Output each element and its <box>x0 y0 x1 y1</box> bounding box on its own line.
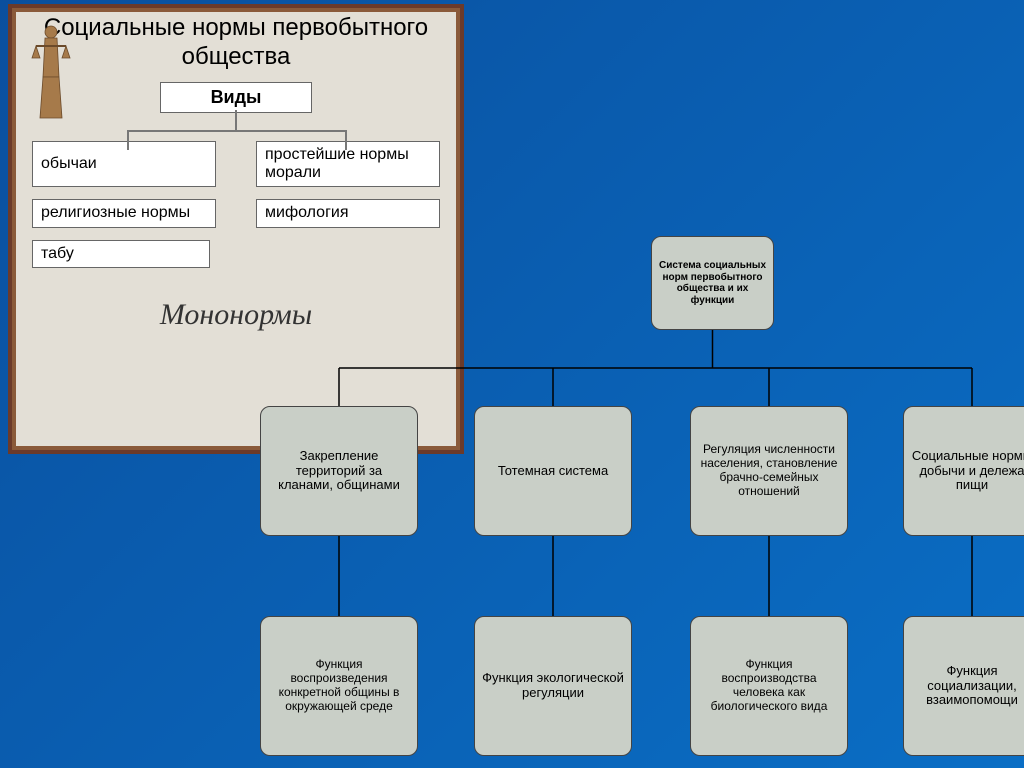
type-box-religion: религиозные нормы <box>32 199 216 227</box>
hierarchy-node-l3-1: Функция экологической регуляции <box>474 616 632 756</box>
type-box-moral: простейшие нормы морали <box>256 141 440 188</box>
slide-root: Социальные нормы первобытного общества В… <box>0 0 1024 768</box>
types-root-box: Виды <box>160 82 312 113</box>
hierarchy-node-l3-2: Функция воспроизводства человека как био… <box>690 616 848 756</box>
types-row: обычаи простейшие нормы морали <box>32 141 440 188</box>
hierarchy-diagram: Система социальных норм первобытного общ… <box>260 236 1024 768</box>
hierarchy-node-l2-2: Регуляция численности населения, становл… <box>690 406 848 536</box>
type-box-taboo: табу <box>32 240 210 268</box>
connector <box>235 110 237 130</box>
hierarchy-node-l3-3: Функция социализации, взаимопомощи <box>903 616 1024 756</box>
hierarchy-node-l2-0: Закрепление территорий за кланами, общин… <box>260 406 418 536</box>
connector <box>345 130 347 150</box>
hierarchy-node-l2-1: Тотемная система <box>474 406 632 536</box>
card-title: Социальные нормы первобытного общества <box>12 8 460 82</box>
type-box-customs: обычаи <box>32 141 216 188</box>
connector <box>127 130 347 132</box>
connector <box>127 130 129 150</box>
type-box-mythology: мифология <box>256 199 440 227</box>
hierarchy-node-l3-0: Функция воспроизведения конкретной общин… <box>260 616 418 756</box>
hierarchy-node-l2-3: Социальные нормы добычи и дележа пищи <box>903 406 1024 536</box>
hierarchy-node-root: Система социальных норм первобытного общ… <box>651 236 774 330</box>
types-row: религиозные нормы мифология <box>32 199 440 227</box>
